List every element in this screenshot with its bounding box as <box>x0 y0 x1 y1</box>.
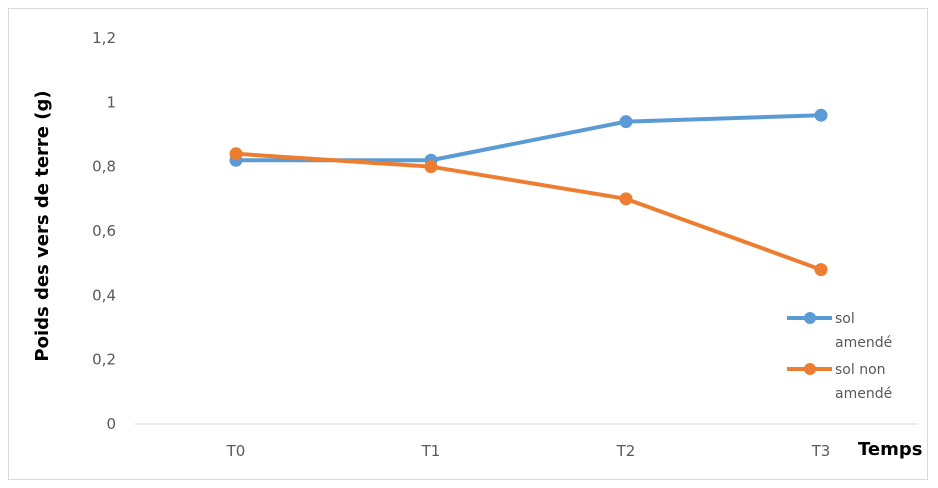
y-axis-title: Poids des vers de terre (g) <box>32 90 53 361</box>
y-tick-label: 1 <box>106 93 116 111</box>
y-tick-label: 1,2 <box>92 29 116 47</box>
series-2 <box>229 147 828 277</box>
y-tick-label: 0 <box>106 415 116 433</box>
legend-entry: sol amendé <box>787 311 892 351</box>
legend-label: sol non <box>835 362 886 378</box>
data-point <box>814 108 828 122</box>
legend-marker <box>804 363 816 375</box>
series-line <box>234 113 823 163</box>
x-tick-label: T2 <box>616 442 636 460</box>
legend-label: amendé <box>835 386 892 402</box>
data-point <box>424 160 438 174</box>
y-tick-label: 0,8 <box>92 158 116 176</box>
series-line <box>234 151 823 272</box>
data-point <box>619 115 633 129</box>
data-point <box>229 147 243 161</box>
x-tick-label: T1 <box>421 442 441 460</box>
chart-area <box>8 8 928 480</box>
data-point <box>814 263 828 277</box>
y-tick-label: 0,6 <box>92 222 116 240</box>
x-axis-title: Temps <box>858 439 922 460</box>
legend-label: sol <box>835 311 855 327</box>
legend-label: amendé <box>835 335 892 351</box>
x-tick-label: T0 <box>226 442 246 460</box>
data-point <box>619 192 633 206</box>
legend-marker <box>804 312 816 324</box>
legend-entry: sol non amendé <box>787 362 892 402</box>
y-tick-label: 0,4 <box>92 286 116 304</box>
x-tick-label: T3 <box>811 442 831 460</box>
y-tick-label: 0,2 <box>92 351 116 369</box>
